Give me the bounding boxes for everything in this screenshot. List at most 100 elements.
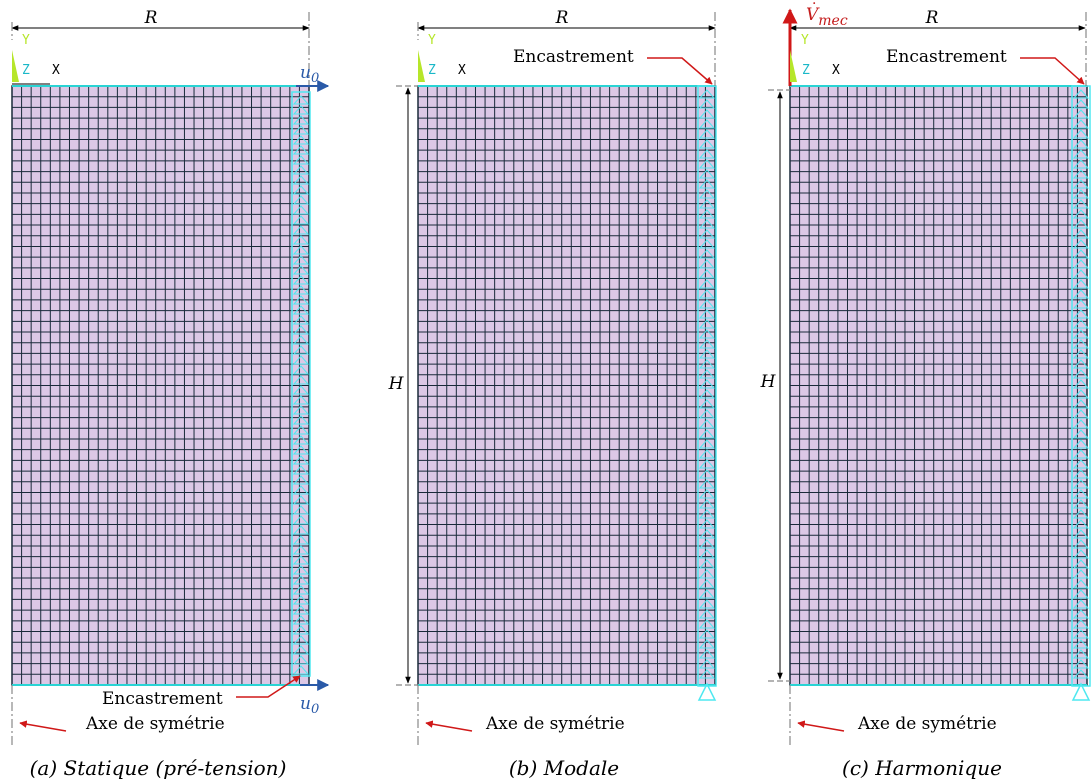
clamp-triangle (698, 429, 716, 439)
clamp-triangle (292, 115, 310, 125)
clamp-triangle (292, 275, 310, 285)
clamp-triangle (1072, 559, 1090, 569)
clamp-triangle (698, 529, 716, 539)
clamp-triangle (698, 199, 716, 209)
clamp-triangle (698, 339, 716, 349)
clamp-triangle (1072, 219, 1090, 229)
clamp-triangle (1072, 99, 1090, 109)
clamp-triangle (292, 395, 310, 405)
clamp-triangle (1072, 109, 1090, 119)
clamp-triangle (698, 119, 716, 129)
clamp-triangle (698, 129, 716, 139)
clamp-frame (697, 85, 717, 687)
clamp-triangle (698, 239, 716, 249)
clamp-triangle (1072, 509, 1090, 519)
clamp-triangle (698, 109, 716, 119)
clamp-triangle (1072, 619, 1090, 629)
clamp-triangle (292, 355, 310, 365)
clamp-triangle (292, 485, 310, 495)
clamp-triangle (292, 95, 310, 105)
clamp-triangle (698, 549, 716, 559)
panel-a: R Y Z X u0 u0 Encastrement Axe de symétr… (11, 8, 330, 780)
clamp-triangle (1072, 329, 1090, 339)
clamp-supports-panel-b (697, 85, 717, 701)
clamp-triangle (292, 545, 310, 555)
clamp-triangle (698, 99, 716, 109)
clamp-triangle (1072, 529, 1090, 539)
clamp-triangle (1072, 599, 1090, 609)
clamp-triangle (698, 149, 716, 159)
clamp-triangle (1072, 479, 1090, 489)
clamp-triangle (1072, 629, 1090, 639)
clamp-triangle (292, 185, 310, 195)
clamp-triangle (292, 665, 310, 675)
clamp-triangle (292, 575, 310, 585)
clamp-triangle (1072, 249, 1090, 259)
clamp-triangle (292, 555, 310, 565)
triad-y-a: Y (22, 33, 30, 48)
clamp-triangle (292, 225, 310, 235)
symmetry-label-b: Axe de symétrie (485, 714, 625, 734)
clamp-triangle (698, 469, 716, 479)
clamp-triangle (1072, 179, 1090, 189)
triad-z-c: Z (802, 63, 810, 78)
h-label-c: H (760, 372, 777, 392)
clamp-triangle (698, 509, 716, 519)
clamp-frame (291, 91, 311, 677)
clamp-triangle (292, 475, 310, 485)
clamp-triangle (1072, 209, 1090, 219)
clamp-triangle (1072, 569, 1090, 579)
mesh-grid-panel-b (418, 86, 715, 685)
clamp-triangle (1072, 409, 1090, 419)
clamp-triangle (698, 259, 716, 269)
clamp-triangle (698, 189, 716, 199)
panel-b: R Y Z X H Encastrement Axe de symétrie (… (388, 8, 717, 780)
clamp-triangle (1072, 519, 1090, 529)
encastrement-pointer-c (1020, 57, 1085, 85)
clamp-triangle (1072, 259, 1090, 269)
clamp-supports-panel-a (291, 91, 311, 677)
clamp-triangle (698, 219, 716, 229)
clamp-triangle (698, 209, 716, 219)
symmetry-label-a: Axe de symétrie (85, 714, 225, 734)
clamp-triangle (1072, 579, 1090, 589)
clamp-triangle (698, 599, 716, 609)
triad-z-b: Z (428, 63, 436, 78)
clamp-triangle (698, 379, 716, 389)
clamp-supports-panel-c (1071, 85, 1091, 701)
clamp-triangle (1072, 459, 1090, 469)
u0-bottom-main: u (300, 694, 311, 714)
clamp-triangle (698, 409, 716, 419)
caption-a: (a) Statique (pré-tension) (30, 756, 287, 780)
triad-y-icon-b (418, 50, 425, 82)
clamp-triangle (698, 659, 716, 669)
clamp-triangle (292, 295, 310, 305)
clamp-triangle (292, 285, 310, 295)
clamp-triangle (1072, 279, 1090, 289)
clamp-triangle (292, 165, 310, 175)
clamp-triangle (292, 425, 310, 435)
clamp-triangle (698, 609, 716, 619)
mesh-grid-panel-c (790, 86, 1087, 685)
clamp-triangle (1072, 349, 1090, 359)
clamp-triangle (1072, 379, 1090, 389)
clamp-triangle (698, 359, 716, 369)
clamp-triangle (698, 519, 716, 529)
clamp-triangle (1072, 129, 1090, 139)
clamp-triangle (292, 585, 310, 595)
clamp-triangle (1072, 539, 1090, 549)
clamp-triangle (292, 645, 310, 655)
clamp-triangle (292, 565, 310, 575)
clamp-triangle (1072, 549, 1090, 559)
encastrement-label-a: Encastrement (102, 689, 223, 709)
clamp-triangle (292, 215, 310, 225)
panel-c: R Vmec · Y Z X H Encastrement Axe de sym… (760, 0, 1091, 780)
triad-x-a: X (52, 63, 60, 78)
symmetry-pointer-c (797, 720, 845, 732)
clamp-triangle (292, 205, 310, 215)
clamp-triangle (1072, 339, 1090, 349)
clamp-triangle (292, 135, 310, 145)
clamp-triangle (292, 525, 310, 535)
clamp-triangle (1072, 449, 1090, 459)
